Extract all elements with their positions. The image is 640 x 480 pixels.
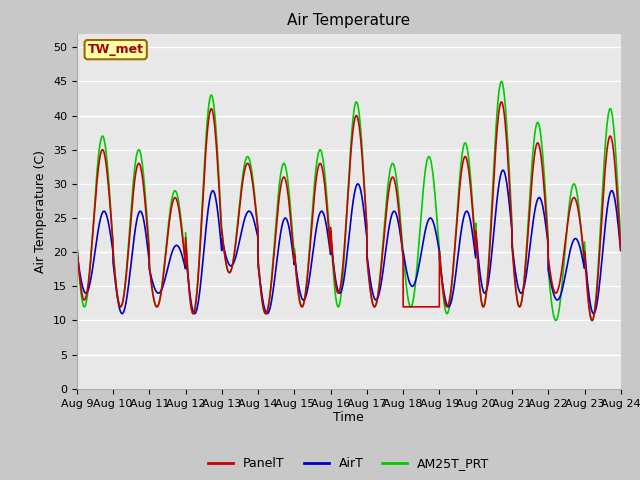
Line: AirT: AirT <box>77 170 621 313</box>
AirT <box>189 310 197 315</box>
Y-axis label: Air Temperature (C): Air Temperature (C) <box>35 150 47 273</box>
Legend: PanelT, AirT, AM25T_PRT: PanelT, AirT, AM25T_PRT <box>203 452 495 475</box>
AM25T_PRT <box>73 240 81 246</box>
AirT <box>412 279 419 285</box>
AirT <box>617 246 625 252</box>
AirT <box>617 248 625 253</box>
PanelT <box>588 318 596 324</box>
AM25T_PRT <box>617 237 625 242</box>
Line: PanelT: PanelT <box>77 102 621 321</box>
AirT <box>499 168 507 173</box>
PanelT <box>565 210 573 216</box>
AM25T_PRT <box>497 79 505 84</box>
AirT <box>225 261 233 267</box>
PanelT <box>412 304 419 310</box>
AM25T_PRT <box>189 311 197 316</box>
Text: TW_met: TW_met <box>88 43 144 56</box>
AirT <box>73 249 81 255</box>
AM25T_PRT <box>412 283 419 289</box>
AM25T_PRT <box>565 202 573 208</box>
PanelT <box>225 269 232 275</box>
AM25T_PRT <box>402 276 410 282</box>
AirT <box>118 311 126 316</box>
PanelT <box>73 241 81 247</box>
PanelT <box>497 99 505 105</box>
X-axis label: Time: Time <box>333 411 364 424</box>
AM25T_PRT <box>617 234 625 240</box>
PanelT <box>617 247 625 252</box>
PanelT <box>617 245 625 251</box>
Line: AM25T_PRT: AM25T_PRT <box>77 82 621 321</box>
AM25T_PRT <box>552 318 559 324</box>
AirT <box>565 252 573 257</box>
Title: Air Temperature: Air Temperature <box>287 13 410 28</box>
PanelT <box>402 304 410 310</box>
AM25T_PRT <box>225 269 232 275</box>
AirT <box>402 264 410 270</box>
PanelT <box>189 311 197 316</box>
